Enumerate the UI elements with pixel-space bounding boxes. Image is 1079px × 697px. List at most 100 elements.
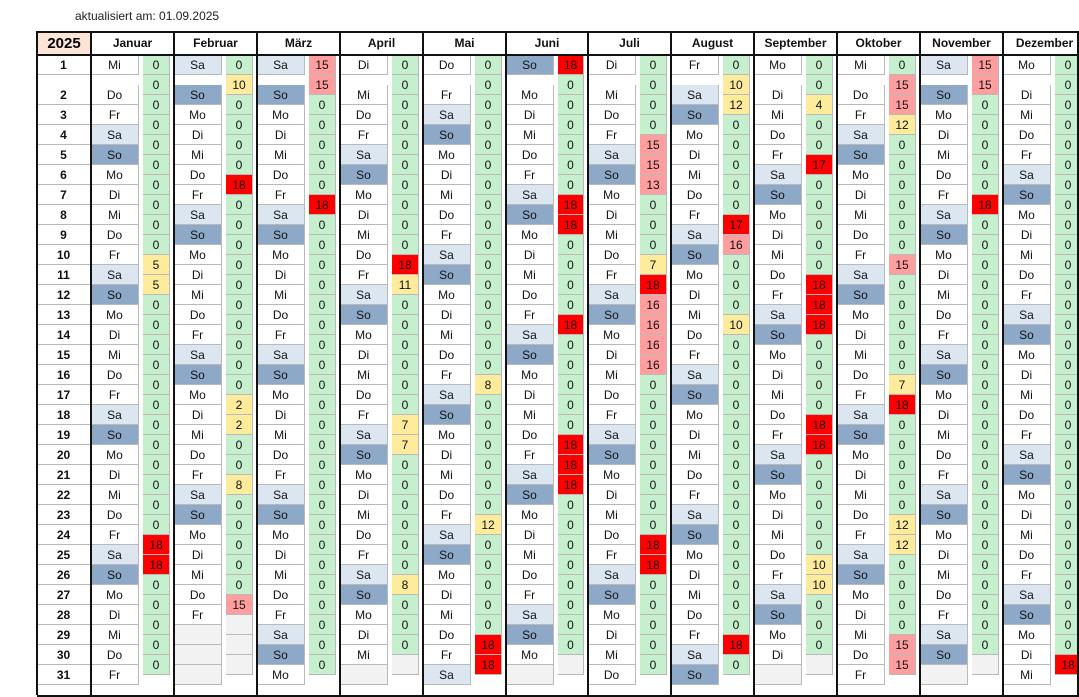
value-cell[interactable]: 0 — [972, 235, 999, 255]
value-cell[interactable]: 0 — [723, 295, 750, 315]
value-cell[interactable]: 5 — [143, 275, 170, 295]
value-cell[interactable]: 10 — [806, 555, 833, 575]
value-cell[interactable]: 0 — [558, 375, 584, 395]
value-cell[interactable]: 0 — [392, 555, 419, 575]
value-cell[interactable]: 0 — [723, 495, 750, 515]
value-cell[interactable]: 0 — [475, 135, 502, 155]
value-cell[interactable]: 0 — [806, 475, 833, 495]
value-cell[interactable]: 0 — [640, 75, 667, 95]
value-cell[interactable]: 10 — [723, 75, 750, 95]
value-cell[interactable]: 0 — [723, 435, 750, 455]
value-cell[interactable]: 0 — [392, 195, 419, 215]
value-cell[interactable]: 0 — [475, 575, 502, 595]
value-cell[interactable]: 0 — [640, 115, 667, 135]
value-cell[interactable]: 0 — [309, 295, 336, 315]
value-cell[interactable]: 0 — [889, 415, 916, 435]
value-cell[interactable]: 0 — [475, 235, 502, 255]
value-cell[interactable]: 17 — [806, 155, 833, 175]
value-cell[interactable]: 0 — [143, 295, 170, 315]
value-cell[interactable]: 0 — [309, 375, 336, 395]
value-cell[interactable]: 0 — [392, 135, 419, 155]
value-cell[interactable]: 0 — [309, 555, 336, 575]
value-cell[interactable]: 0 — [806, 355, 833, 375]
value-cell[interactable]: 16 — [640, 315, 667, 335]
value-cell[interactable]: 0 — [972, 615, 999, 635]
value-cell[interactable]: 18 — [806, 415, 833, 435]
value-cell[interactable]: 0 — [640, 95, 667, 115]
value-cell[interactable]: 0 — [558, 335, 584, 355]
value-cell[interactable]: 0 — [640, 215, 667, 235]
value-cell[interactable]: 18 — [889, 395, 916, 415]
value-cell[interactable]: 0 — [475, 535, 502, 555]
value-cell[interactable]: 0 — [475, 255, 502, 275]
value-cell[interactable]: 0 — [889, 135, 916, 155]
value-cell[interactable]: 0 — [309, 535, 336, 555]
value-cell[interactable]: 0 — [392, 395, 419, 415]
value-cell[interactable]: 0 — [723, 255, 750, 275]
value-cell[interactable]: 0 — [972, 295, 999, 315]
value-cell[interactable]: 10 — [806, 575, 833, 595]
value-cell[interactable]: 0 — [309, 395, 336, 415]
value-cell[interactable]: 0 — [392, 635, 419, 655]
value-cell[interactable]: 0 — [392, 295, 419, 315]
value-cell[interactable]: 0 — [1055, 615, 1079, 635]
value-cell[interactable]: 0 — [392, 375, 419, 395]
value-cell[interactable]: 0 — [226, 55, 253, 75]
value-cell[interactable]: 0 — [1055, 355, 1079, 375]
value-cell[interactable]: 0 — [475, 435, 502, 455]
value-cell[interactable]: 15 — [889, 655, 916, 675]
value-cell[interactable]: 0 — [226, 535, 253, 555]
value-cell[interactable]: 0 — [723, 335, 750, 355]
value-cell[interactable]: 7 — [392, 435, 419, 455]
value-cell[interactable]: 16 — [723, 235, 750, 255]
value-cell[interactable]: 0 — [226, 335, 253, 355]
value-cell[interactable]: 0 — [889, 315, 916, 335]
value-cell[interactable]: 12 — [723, 95, 750, 115]
value-cell[interactable]: 0 — [723, 575, 750, 595]
value-cell[interactable]: 0 — [1055, 595, 1079, 615]
value-cell[interactable]: 0 — [475, 355, 502, 375]
value-cell[interactable]: 0 — [889, 555, 916, 575]
value-cell[interactable]: 0 — [889, 435, 916, 455]
value-cell[interactable]: 0 — [640, 415, 667, 435]
value-cell[interactable]: 0 — [806, 175, 833, 195]
value-cell[interactable]: 8 — [475, 375, 502, 395]
value-cell[interactable]: 0 — [392, 515, 419, 535]
value-cell[interactable]: 18 — [475, 635, 502, 655]
value-cell[interactable]: 15 — [640, 155, 667, 175]
value-cell[interactable]: 0 — [806, 55, 833, 75]
value-cell[interactable]: 0 — [475, 215, 502, 235]
value-cell[interactable]: 0 — [972, 155, 999, 175]
value-cell[interactable]: 0 — [143, 575, 170, 595]
value-cell[interactable]: 0 — [309, 435, 336, 455]
value-cell[interactable]: 0 — [723, 395, 750, 415]
value-cell[interactable]: 0 — [475, 195, 502, 215]
value-cell[interactable]: 0 — [558, 395, 584, 415]
value-cell[interactable]: 0 — [309, 415, 336, 435]
value-cell[interactable]: 0 — [475, 275, 502, 295]
value-cell[interactable]: 0 — [1055, 95, 1079, 115]
value-cell[interactable]: 18 — [806, 315, 833, 335]
value-cell[interactable]: 0 — [558, 95, 584, 115]
value-cell[interactable]: 0 — [309, 655, 336, 675]
value-cell[interactable]: 18 — [143, 535, 170, 555]
value-cell[interactable]: 0 — [723, 155, 750, 175]
value-cell[interactable]: 0 — [640, 575, 667, 595]
value-cell[interactable]: 0 — [475, 455, 502, 475]
value-cell[interactable]: 0 — [723, 595, 750, 615]
value-cell[interactable]: 0 — [392, 615, 419, 635]
value-cell[interactable]: 12 — [889, 115, 916, 135]
value-cell[interactable]: 0 — [972, 555, 999, 575]
value-cell[interactable]: 0 — [723, 375, 750, 395]
value-cell[interactable]: 0 — [558, 355, 584, 375]
value-cell[interactable]: 0 — [309, 95, 336, 115]
value-cell[interactable]: 0 — [475, 475, 502, 495]
value-cell[interactable]: 0 — [392, 455, 419, 475]
value-cell[interactable]: 0 — [475, 115, 502, 135]
value-cell[interactable]: 16 — [640, 335, 667, 355]
value-cell[interactable]: 0 — [889, 575, 916, 595]
value-cell[interactable]: 0 — [806, 535, 833, 555]
value-cell[interactable]: 0 — [143, 195, 170, 215]
value-cell[interactable]: 0 — [558, 555, 584, 575]
value-cell[interactable]: 0 — [723, 515, 750, 535]
